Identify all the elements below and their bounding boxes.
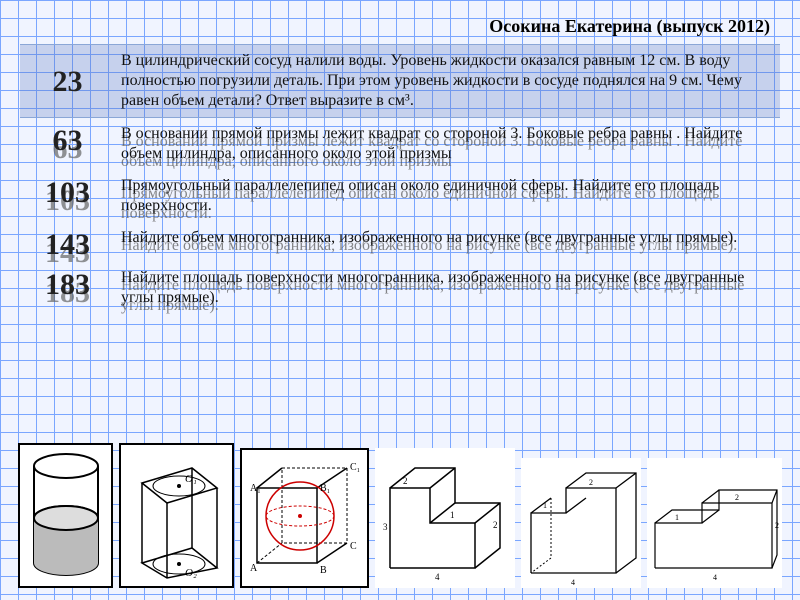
svg-text:1: 1 (675, 513, 679, 522)
problems-table: 23 В цилиндрический сосуд налили воды. У… (20, 44, 780, 314)
page-background: Осокина Екатерина (выпуск 2012) 23 В цил… (0, 0, 800, 600)
svg-text:1: 1 (450, 510, 455, 520)
svg-text:2: 2 (403, 476, 408, 486)
table-row: 63 63 В основании прямой призмы лежит кв… (20, 118, 780, 170)
svg-text:O₂: O₂ (185, 567, 197, 579)
number-label: 63 (53, 124, 83, 158)
problem-number: 63 63 (20, 118, 115, 170)
problem-text: Найдите объем многогранника, изображенно… (115, 222, 780, 262)
number-label: 143 (45, 228, 90, 262)
problem-text: В цилиндрический сосуд налили воды. Уров… (115, 44, 780, 118)
svg-text:O₁: O₁ (185, 473, 197, 485)
problem-text: В основании прямой призмы лежит квадрат … (115, 118, 780, 170)
problem-text: Прямоугольный параллелепипед описан окол… (115, 170, 780, 222)
problem-number: 143 143 (20, 222, 115, 262)
svg-text:2: 2 (735, 493, 739, 502)
svg-text:A: A (250, 563, 258, 574)
problem-number: 103 103 (20, 170, 115, 222)
figure-solid-l: 2 3 4 1 2 (375, 448, 515, 588)
svg-text:2: 2 (589, 478, 593, 487)
number-label: 103 (45, 176, 90, 210)
figure-cube-sphere: A₁ B₁ C₁ A B C (240, 448, 369, 588)
figure-cylinder (18, 443, 113, 588)
number-label: 183 (45, 268, 90, 302)
author-header: Осокина Екатерина (выпуск 2012) (489, 16, 770, 37)
problem-number: 23 (20, 44, 115, 118)
svg-text:A₁: A₁ (250, 483, 261, 494)
svg-text:B: B (320, 565, 327, 576)
figure-solid-step: 1 2 4 (521, 458, 641, 588)
table-row: 103 103 Прямоугольный параллелепипед опи… (20, 170, 780, 222)
svg-text:B₁: B₁ (320, 483, 330, 494)
svg-text:2: 2 (493, 520, 498, 530)
problem-text: Найдите площадь поверхности многогранник… (115, 262, 780, 314)
table-row: 183 183 Найдите площадь поверхности мног… (20, 262, 780, 314)
svg-text:C: C (350, 541, 357, 552)
figure-prism-cylinder: O₁ O₂ (119, 443, 234, 588)
figures-strip: O₁ O₂ A₁ B₁ C₁ A B C (18, 438, 782, 588)
table-row: 143 143 Найдите объем многогранника, изо… (20, 222, 780, 262)
svg-text:4: 4 (571, 578, 575, 587)
problem-number: 183 183 (20, 262, 115, 314)
figure-solid-long: 1 2 4 2 (647, 458, 782, 588)
svg-text:C₁: C₁ (350, 462, 360, 473)
svg-text:4: 4 (713, 573, 717, 582)
table-row: 23 В цилиндрический сосуд налили воды. У… (20, 44, 780, 118)
svg-text:1: 1 (543, 501, 547, 510)
svg-text:4: 4 (435, 572, 440, 582)
svg-text:2: 2 (775, 521, 779, 530)
svg-text:3: 3 (383, 522, 388, 532)
